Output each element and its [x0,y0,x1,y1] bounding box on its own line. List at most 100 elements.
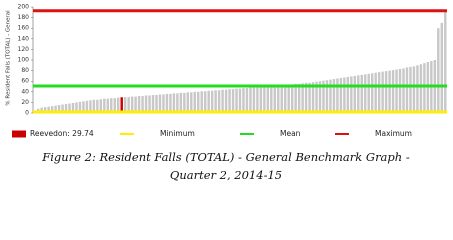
bar [190,92,193,113]
bar [106,98,110,113]
bar [297,83,301,113]
bar [155,94,158,113]
bar [137,96,141,113]
bar [144,95,148,113]
bar [99,99,103,113]
bar [193,91,196,113]
bar [71,102,75,113]
legend-label: Reevedon: 29.74 [30,129,94,138]
bar [357,75,360,113]
bar [242,88,245,113]
bar [266,86,270,113]
bar [64,103,68,113]
bar [245,88,249,113]
bar [370,73,374,113]
bar [287,84,290,113]
bar [235,88,238,113]
bar [148,95,151,113]
bar [120,97,123,113]
bar [336,78,339,113]
bar [228,89,231,113]
legend-label: Minimum [160,129,195,138]
caption: Quarter 2, 2014-15 [170,168,282,182]
bar [103,98,106,113]
bar [304,82,308,113]
bar [259,87,263,113]
bar [172,93,176,113]
bar [339,78,343,113]
bar [405,67,409,113]
bar [123,97,127,113]
y-tick-label: 100 [18,57,30,64]
bar [377,72,381,113]
bar [249,87,252,113]
bar [82,101,85,113]
bar [207,90,210,113]
bar [412,66,416,113]
bar [158,94,162,113]
bar [40,107,43,113]
bar [440,22,443,113]
bar [61,104,64,113]
bar [353,75,357,113]
bar [273,85,277,113]
bar [117,97,120,113]
bar [197,91,200,113]
bar [398,69,402,113]
bar [318,81,322,113]
bar [89,100,92,113]
bar [130,96,134,113]
bar [238,88,242,113]
y-tick-label: 160 [18,25,30,32]
bar [444,10,447,114]
bar [402,68,405,113]
y-tick-label: 20 [21,99,29,106]
bar [252,87,256,113]
bar [78,101,82,113]
bar [221,89,224,113]
bar [113,98,116,113]
bar [256,87,259,113]
legend-label: Maximum [375,129,412,138]
bar [176,93,179,113]
bar [162,94,165,113]
bar [426,62,430,113]
bar [350,76,353,113]
bar [343,77,346,113]
bar [290,84,294,113]
y-tick-label: 140 [18,35,30,42]
y-tick-label: 120 [18,46,30,53]
bar [214,90,217,113]
bar [68,103,71,113]
y-tick-label: 60 [21,78,29,85]
chart: % Resident Falls (TOTAL) - General Figur… [5,3,447,182]
bar [277,85,280,113]
bar [294,83,297,113]
bar [141,96,144,113]
bar [437,28,440,114]
bar [96,99,99,113]
caption: Figure 2: Resident Falls (TOTAL) - Gener… [41,150,410,164]
y-tick-label: 180 [18,14,30,21]
bar [75,102,78,113]
bar [263,86,266,113]
bar [374,72,377,113]
bar [203,91,207,113]
bar [391,70,395,113]
bar [315,81,318,113]
y-tick-label: 0 [25,110,29,117]
y-tick-label: 200 [18,4,30,11]
bar [423,63,426,113]
y-tick-label: 40 [21,88,29,95]
bar [284,84,287,113]
bar [183,92,186,113]
bar [224,89,228,113]
bar [395,69,398,113]
bar [210,90,214,113]
bar [388,70,391,113]
bar [47,106,50,113]
bar [231,89,235,113]
bar [409,66,412,113]
bar [332,79,336,113]
bar [54,105,57,113]
